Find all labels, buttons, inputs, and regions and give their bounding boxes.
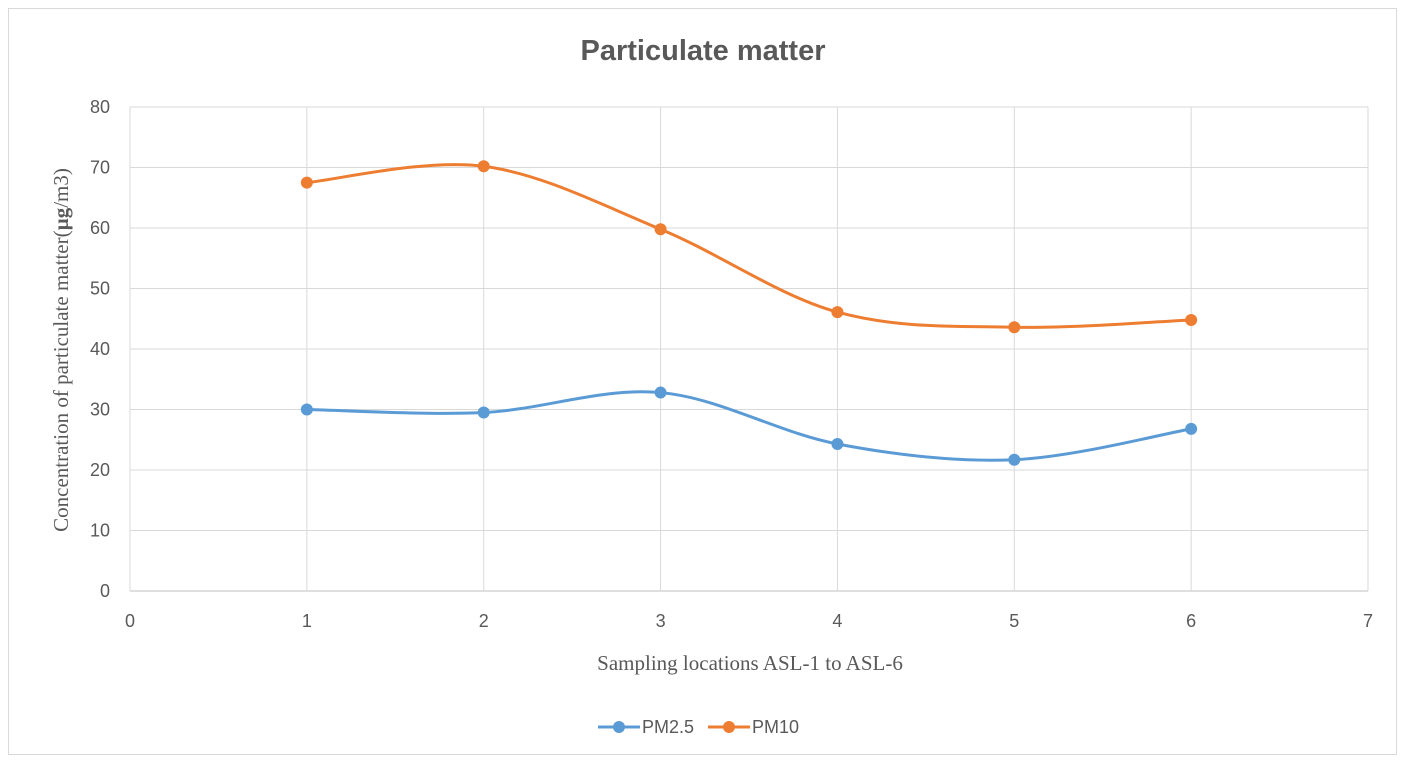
- x-tick-label: 2: [479, 611, 489, 631]
- y-tick-label: 20: [90, 460, 110, 480]
- x-tick-label: 7: [1363, 611, 1373, 631]
- data-point-pm10: [477, 160, 490, 173]
- legend-entry-pm2-5: PM2.5: [598, 717, 694, 737]
- series-pm10: [300, 160, 1198, 334]
- chart-frame: [8, 8, 1397, 755]
- y-tick-label: 40: [90, 339, 110, 359]
- x-tick-label: 1: [302, 611, 312, 631]
- data-point-pm2-5: [300, 403, 313, 416]
- x-tick-label: 3: [656, 611, 666, 631]
- data-point-pm10: [654, 223, 667, 236]
- data-point-pm2-5: [831, 437, 844, 450]
- y-tick-label: 50: [90, 279, 110, 299]
- y-axis-title: Concentration of particulate matter(µg/m…: [49, 168, 73, 532]
- legend-marker-pm10: [723, 721, 735, 733]
- y-tick-label: 10: [90, 521, 110, 541]
- legend-entry-pm10: PM10: [708, 717, 799, 737]
- y-tick-label: 60: [90, 218, 110, 238]
- y-tick-label: 70: [90, 158, 110, 178]
- x-tick-label: 4: [832, 611, 842, 631]
- y-tick-label: 30: [90, 400, 110, 420]
- tick-labels: 0 10 20 30 40 50 60 70 80 0 1 2 3 4 5 6 7: [90, 97, 1373, 631]
- chart-title: Particulate matter: [581, 35, 826, 67]
- data-point-pm10: [300, 176, 313, 189]
- legend: PM2.5 PM10: [598, 717, 799, 737]
- x-tick-label: 6: [1186, 611, 1196, 631]
- y-axis-title-end: /m3): [49, 168, 73, 208]
- legend-label-pm2-5: PM2.5: [642, 717, 694, 737]
- y-tick-label: 0: [100, 581, 110, 601]
- data-point-pm2-5: [654, 386, 667, 399]
- x-tick-label: 5: [1009, 611, 1019, 631]
- y-axis-title-unit: µg: [49, 207, 73, 230]
- x-axis-title: Sampling locations ASL-1 to ASL-6: [597, 651, 903, 675]
- data-point-pm10: [1008, 321, 1021, 334]
- legend-marker-pm2-5: [613, 721, 625, 733]
- series-pm2-5: [300, 386, 1198, 466]
- x-tick-label: 0: [125, 611, 135, 631]
- data-point-pm10: [1185, 313, 1198, 326]
- series-line-pm10: [305, 163, 1193, 329]
- data-point-pm2-5: [1008, 453, 1021, 466]
- legend-label-pm10: PM10: [752, 717, 799, 737]
- series-layer: [300, 160, 1198, 466]
- grid-layer: [129, 106, 1369, 592]
- series-line-pm2-5: [305, 390, 1193, 462]
- y-axis-title-main: Concentration of particulate matter(: [49, 230, 73, 531]
- data-point-pm2-5: [477, 406, 490, 419]
- data-point-pm2-5: [1185, 422, 1198, 435]
- y-tick-label: 80: [90, 97, 110, 117]
- data-point-pm10: [831, 306, 844, 319]
